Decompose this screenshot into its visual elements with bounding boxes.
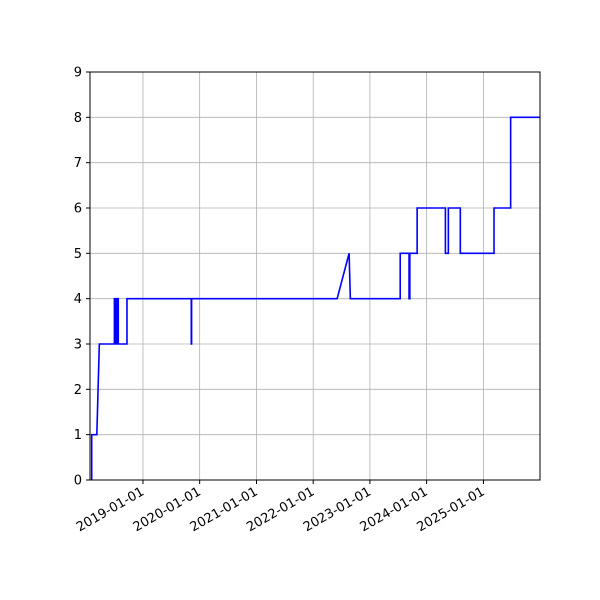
y-tick-label: 1	[74, 428, 82, 443]
series-line	[90, 116, 540, 480]
y-tick-label: 8	[74, 111, 82, 126]
plot-frame	[89, 71, 541, 481]
y-tick-label: 3	[74, 338, 82, 353]
y-tick-label: 9	[74, 66, 82, 81]
y-tick-label: 6	[74, 202, 82, 217]
y-tick-label: 4	[74, 292, 82, 307]
x-axis: 2019-01-012020-01-012021-01-012022-01-01…	[74, 480, 487, 535]
series-layer	[90, 116, 540, 480]
y-tick-label: 0	[74, 474, 82, 489]
y-tick-label: 5	[74, 247, 82, 262]
y-tick-label: 7	[74, 156, 82, 171]
grid	[90, 71, 540, 481]
y-tick-label: 2	[74, 383, 82, 398]
y-axis: 0 1 2 3 4 5 6 7 8 9	[74, 66, 90, 489]
